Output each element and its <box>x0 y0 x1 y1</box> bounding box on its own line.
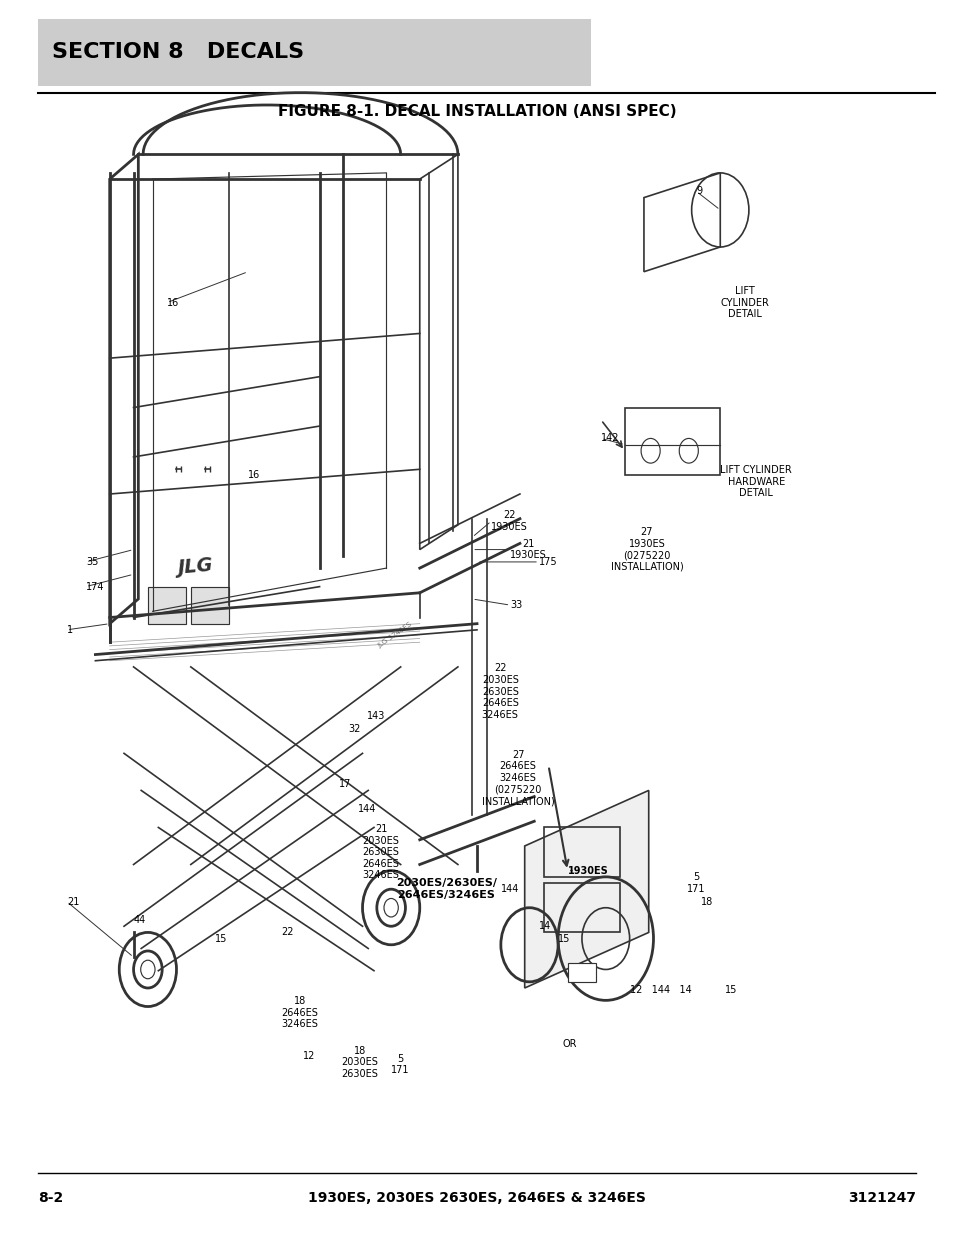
Text: 33: 33 <box>510 600 522 610</box>
Text: FIGURE 8-1. DECAL INSTALLATION (ANSI SPEC): FIGURE 8-1. DECAL INSTALLATION (ANSI SPE… <box>277 104 676 119</box>
Text: 143: 143 <box>367 711 385 721</box>
Text: 14: 14 <box>538 921 551 931</box>
Text: 9: 9 <box>696 186 701 196</box>
Text: 27
2646ES
3246ES
(0275220
INSTALLATION): 27 2646ES 3246ES (0275220 INSTALLATION) <box>481 750 554 806</box>
Text: 16: 16 <box>248 471 260 480</box>
Text: JLG: JLG <box>176 556 213 578</box>
Bar <box>543 827 619 877</box>
Text: 18: 18 <box>700 897 713 906</box>
Text: 17: 17 <box>338 779 351 789</box>
Text: 15: 15 <box>558 934 570 944</box>
Text: 5
171: 5 171 <box>686 872 704 894</box>
Text: 15: 15 <box>214 934 227 944</box>
Bar <box>543 883 619 932</box>
Text: 1: 1 <box>67 625 72 635</box>
Text: 1930ES: 1930ES <box>567 866 608 876</box>
Bar <box>38 19 591 86</box>
Text: 22
1930ES: 22 1930ES <box>491 510 528 532</box>
Text: 27
1930ES
(0275220
INSTALLATION): 27 1930ES (0275220 INSTALLATION) <box>610 527 682 572</box>
Text: 18
2646ES
3246ES: 18 2646ES 3246ES <box>281 997 318 1029</box>
Text: 142: 142 <box>600 433 618 443</box>
Text: 15: 15 <box>724 986 737 995</box>
Text: 12: 12 <box>303 1051 315 1061</box>
Text: 144: 144 <box>357 804 375 814</box>
Text: 35: 35 <box>86 557 98 567</box>
Text: JLG 3246ES: JLG 3246ES <box>376 621 413 650</box>
Text: 21
2030ES
2630ES
2646ES
3246ES: 21 2030ES 2630ES 2646ES 3246ES <box>362 824 399 881</box>
Text: 1930ES, 2030ES 2630ES, 2646ES & 3246ES: 1930ES, 2030ES 2630ES, 2646ES & 3246ES <box>308 1191 645 1205</box>
Text: 174: 174 <box>86 582 104 592</box>
Text: LIFT
CYLINDER
DETAIL: LIFT CYLINDER DETAIL <box>720 287 768 319</box>
Bar <box>624 408 720 475</box>
Text: 16: 16 <box>167 298 179 308</box>
Text: 21: 21 <box>67 897 79 906</box>
Text: 12   144   14: 12 144 14 <box>629 986 691 995</box>
Text: 8-2: 8-2 <box>38 1191 63 1205</box>
Text: 22: 22 <box>281 927 294 937</box>
Text: 22
2030ES
2630ES
2646ES
3246ES: 22 2030ES 2630ES 2646ES 3246ES <box>481 663 518 720</box>
Text: 44: 44 <box>133 915 146 925</box>
Text: OR: OR <box>562 1039 577 1049</box>
Text: 5
171: 5 171 <box>391 1053 409 1076</box>
Text: 21
1930ES: 21 1930ES <box>510 538 547 561</box>
Bar <box>148 587 186 624</box>
Bar <box>191 587 229 624</box>
Text: 175: 175 <box>538 557 558 567</box>
Text: SECTION 8   DECALS: SECTION 8 DECALS <box>52 42 304 63</box>
Text: 18
2030ES
2630ES: 18 2030ES 2630ES <box>341 1046 378 1078</box>
Text: 144: 144 <box>500 884 518 894</box>
Polygon shape <box>524 790 648 988</box>
Text: LIFT CYLINDER
HARDWARE
DETAIL: LIFT CYLINDER HARDWARE DETAIL <box>720 466 791 498</box>
Polygon shape <box>419 154 457 550</box>
Text: 32: 32 <box>348 724 360 734</box>
Text: 2030ES/2630ES/
2646ES/3246ES: 2030ES/2630ES/ 2646ES/3246ES <box>395 878 497 900</box>
Bar <box>567 963 596 982</box>
Text: 3121247: 3121247 <box>847 1191 915 1205</box>
Polygon shape <box>110 154 138 624</box>
